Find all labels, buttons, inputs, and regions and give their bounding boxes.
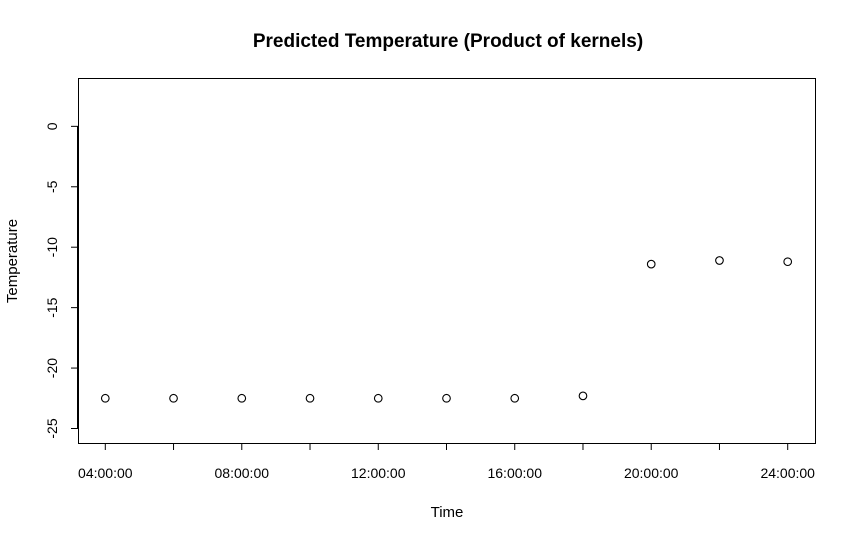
data-point [783, 257, 793, 267]
data-point [646, 259, 656, 269]
x-tick-label: 20:00:00 [624, 465, 679, 481]
x-tick-label: 08:00:00 [215, 465, 270, 481]
x-tick-label: 04:00:00 [78, 465, 133, 481]
data-point [442, 393, 451, 403]
chart-title: Predicted Temperature (Product of kernel… [253, 31, 643, 52]
y-axis-label: Temperature [4, 219, 21, 303]
x-axis-label: Time [431, 504, 464, 521]
data-point [715, 256, 724, 265]
data-point [373, 393, 383, 403]
x-axis: 04:00:00 08:00:00 12:00:00 16:00:00 20:00:00… [78, 443, 815, 481]
x-tick-label: 24:00:00 [760, 465, 815, 481]
data-point [169, 393, 178, 403]
data-point [578, 391, 588, 401]
y-tick-label: -10 [44, 237, 60, 257]
data-point [100, 393, 110, 403]
y-tick-label: -15 [44, 297, 60, 317]
data-point [510, 393, 520, 403]
y-tick-label: -5 [44, 180, 60, 193]
x-tick-label: 16:00:00 [487, 465, 542, 481]
x-tick-label: 12:00:00 [351, 465, 406, 481]
data-point [305, 393, 315, 403]
y-tick-label: -25 [44, 418, 60, 438]
y-axis: 0 -5 -10 -15 -20 -25 [44, 122, 78, 439]
data-points [100, 256, 793, 403]
y-tick-label: -20 [44, 358, 60, 378]
plot-area-box [78, 78, 816, 444]
y-tick-label: 0 [44, 122, 60, 130]
data-point [237, 393, 247, 403]
